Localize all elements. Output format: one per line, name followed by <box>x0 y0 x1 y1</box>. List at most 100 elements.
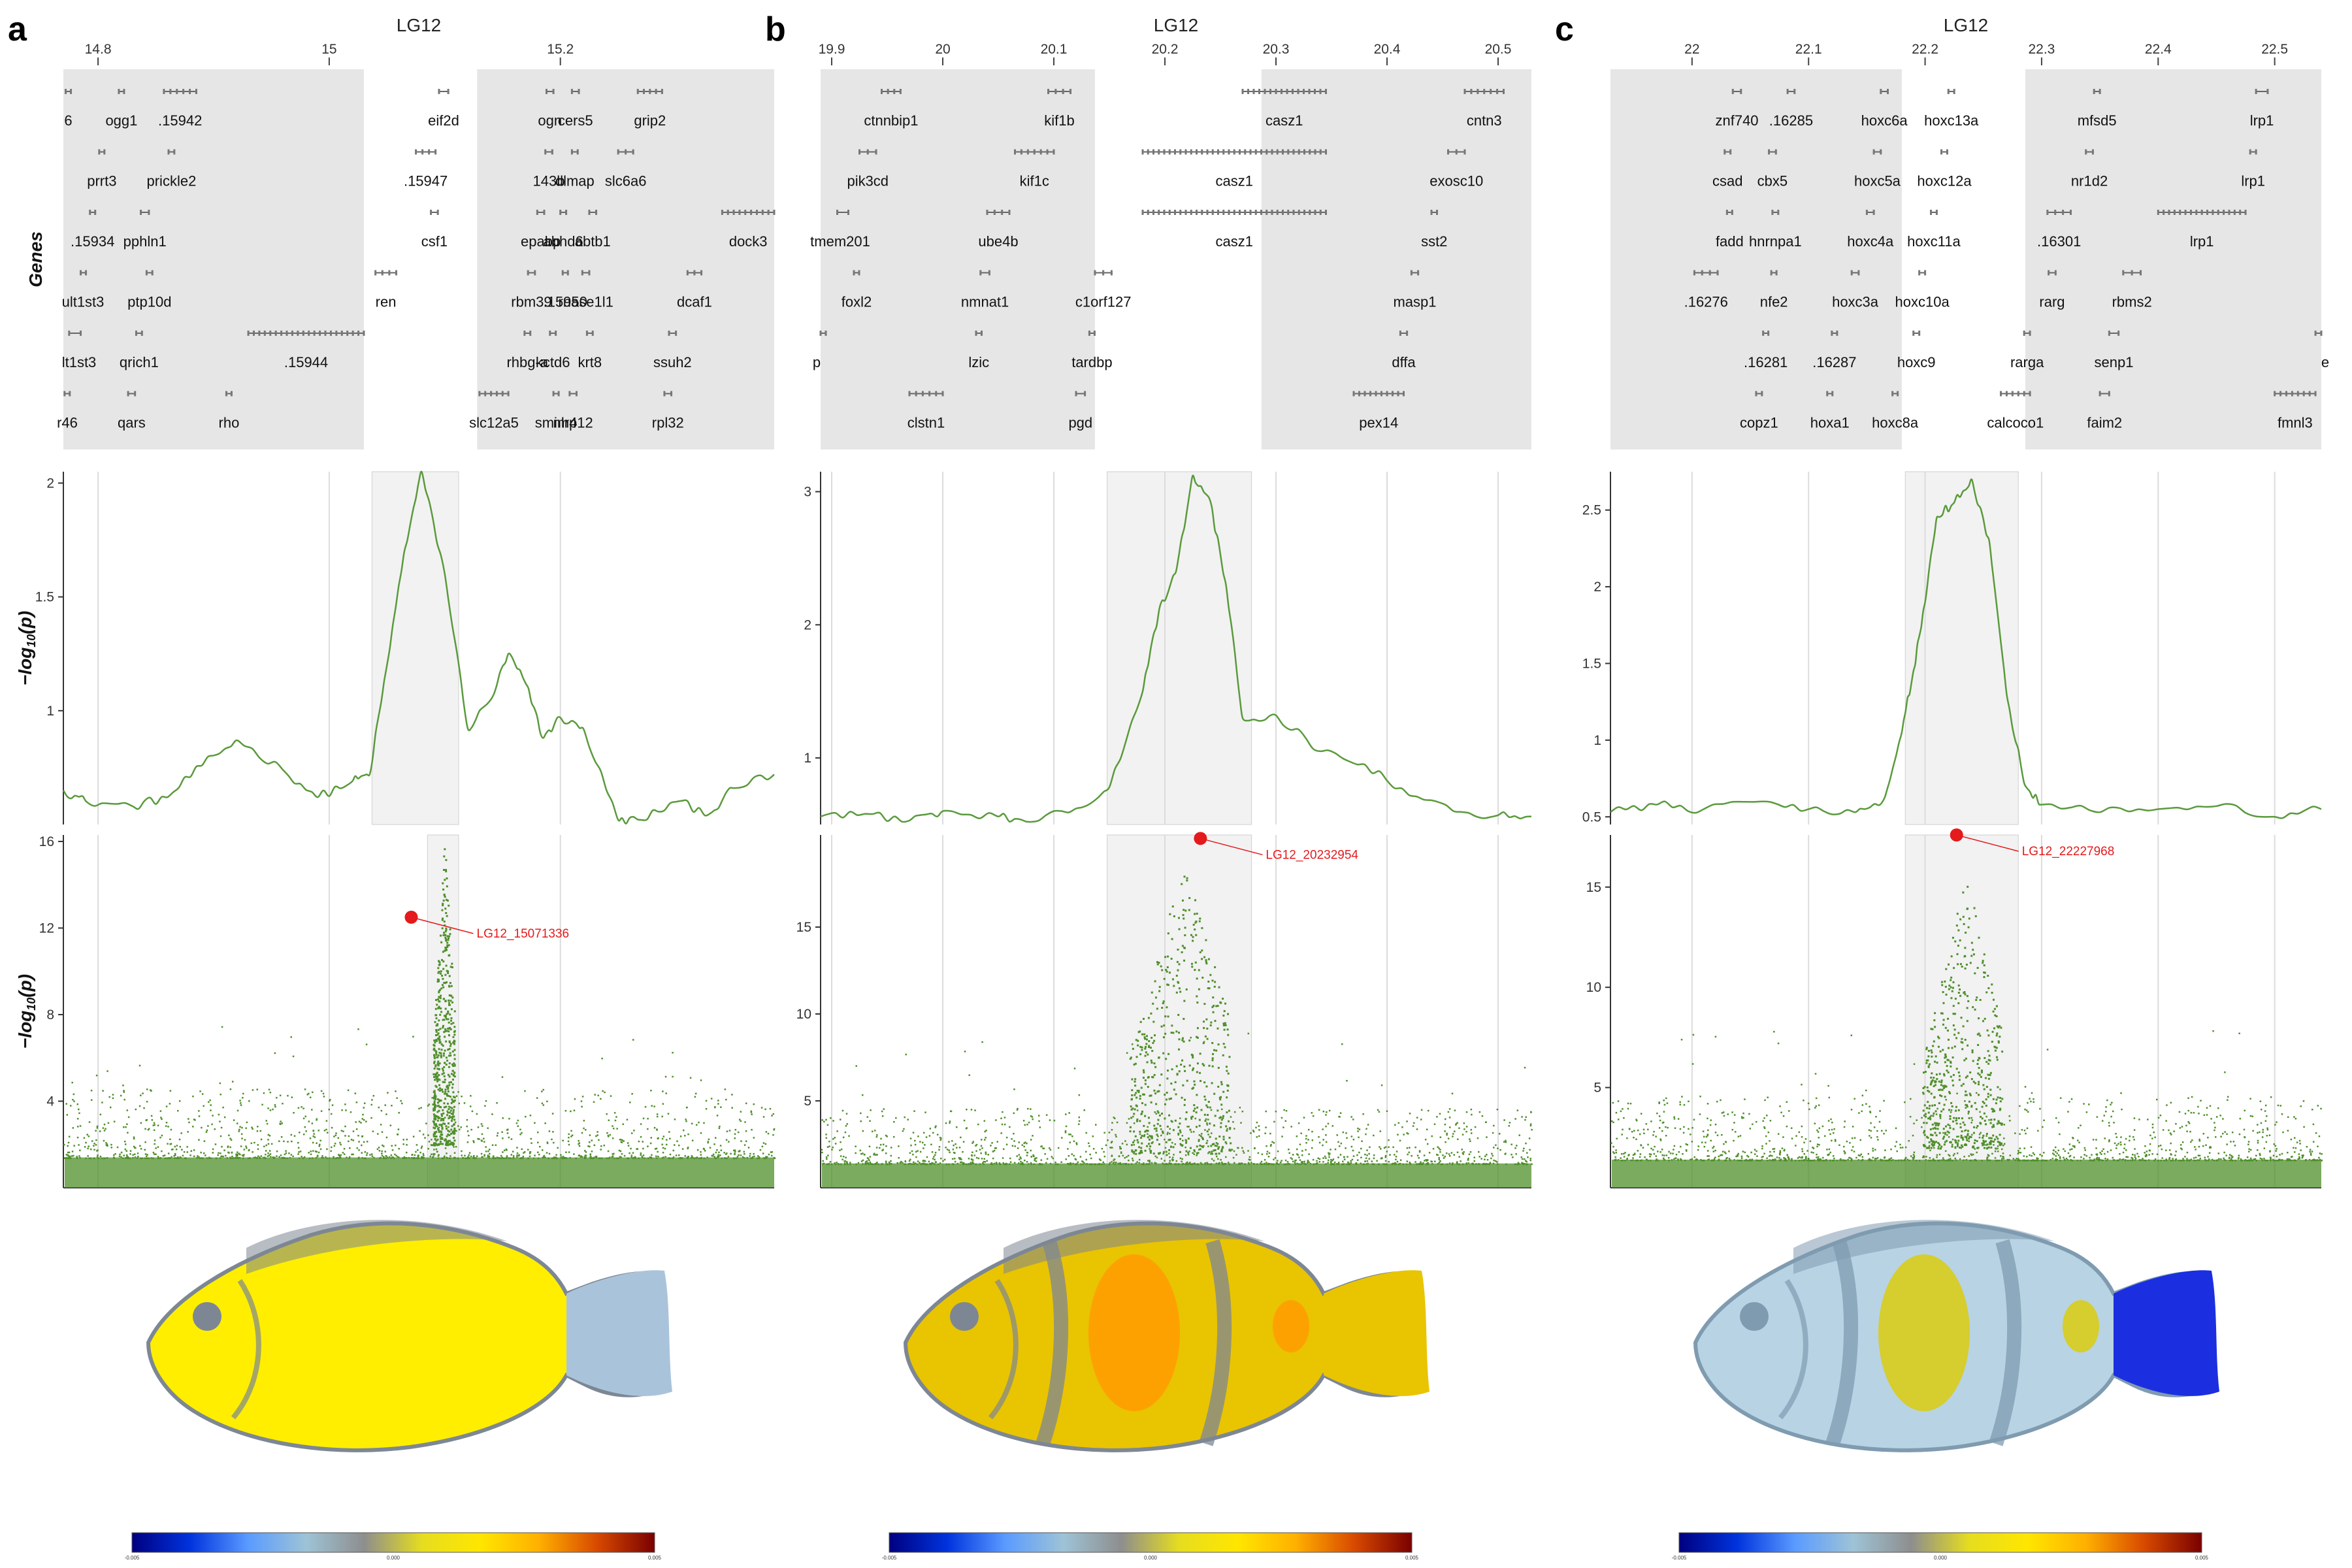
snp-point <box>1379 1148 1382 1150</box>
snp-point <box>1207 1134 1209 1135</box>
snp-point <box>928 1160 930 1163</box>
snp-point <box>310 1153 312 1156</box>
snp-point <box>439 1028 442 1030</box>
snp-point <box>434 1064 437 1067</box>
snp-point <box>417 1157 420 1160</box>
snp-point <box>1365 1163 1368 1166</box>
snp-point <box>1206 1130 1209 1133</box>
snp-point <box>1209 1122 1211 1125</box>
snp-point <box>1325 1157 1327 1160</box>
snp-point <box>1357 1130 1359 1132</box>
snp-point <box>1166 983 1169 986</box>
snp-point <box>996 1141 998 1143</box>
snp-point <box>2154 1158 2157 1160</box>
snp-point <box>141 1157 143 1160</box>
snp-point <box>1614 1156 1616 1158</box>
snp-point <box>537 1157 540 1160</box>
snp-point <box>157 1146 159 1148</box>
snp-point <box>488 1149 491 1151</box>
snp-point <box>451 1107 453 1109</box>
snp-point <box>1069 1141 1071 1143</box>
snp-point <box>1493 1124 1495 1127</box>
snp-point <box>1801 1148 1803 1151</box>
snp-point <box>1273 1120 1275 1123</box>
snp-point <box>1346 1079 1348 1082</box>
snp-point <box>223 1149 225 1151</box>
gene-label: hoxc5a <box>1854 173 1901 189</box>
snp-point <box>443 1015 446 1017</box>
gene-exon <box>1233 210 1235 215</box>
snp-point <box>120 1094 122 1097</box>
snp-point <box>2017 1150 2019 1152</box>
snp-point <box>738 1119 741 1121</box>
snp-point <box>1382 1163 1384 1165</box>
snp-point <box>920 1163 923 1165</box>
snp-point <box>333 1135 335 1137</box>
snp-point <box>1181 883 1183 885</box>
gene-exon <box>70 89 73 94</box>
y-tick-label: 4 <box>46 1094 54 1109</box>
snp-point <box>220 1093 221 1096</box>
snp-point <box>447 1130 449 1132</box>
snp-point <box>1868 1129 1870 1131</box>
snp-point <box>218 1113 220 1116</box>
snp-point <box>322 1092 325 1095</box>
gene-exon <box>1430 210 1433 215</box>
snp-point <box>1158 962 1160 964</box>
snp-point <box>2252 1130 2254 1132</box>
snp-point <box>1194 899 1197 902</box>
snp-point <box>437 1088 440 1091</box>
snp-point <box>1475 1163 1477 1165</box>
snp-point <box>1218 986 1220 988</box>
gene-exon <box>1158 149 1160 155</box>
gene-exon <box>140 210 142 215</box>
snp-point <box>1621 1152 1623 1155</box>
y-tick-label: 3 <box>804 485 811 500</box>
snp-point <box>451 1143 454 1146</box>
snp-point <box>603 1144 606 1147</box>
snp-point <box>442 868 445 871</box>
snp-point <box>1011 1145 1014 1147</box>
snp-point <box>1997 1145 1999 1147</box>
snp-point <box>662 1090 664 1092</box>
snp-point <box>446 1018 448 1021</box>
snp-point <box>437 1032 440 1035</box>
snp-point <box>88 1135 90 1137</box>
snp-point <box>1201 1063 1204 1066</box>
snp-point <box>2240 1159 2242 1162</box>
snp-point <box>1172 1032 1175 1034</box>
gene-exon <box>302 331 304 336</box>
snp-point <box>436 1056 438 1058</box>
snp-point <box>640 1154 642 1156</box>
snp-point <box>432 1156 434 1159</box>
gene-exon <box>89 210 91 215</box>
snp-point <box>1509 1122 1511 1124</box>
gene-exon <box>1158 210 1160 215</box>
snp-density-band <box>1612 1160 2321 1188</box>
snp-point <box>470 1095 472 1097</box>
snp-point <box>1296 1162 1298 1165</box>
gene-exon <box>80 331 82 336</box>
snp-point <box>2001 1148 2003 1151</box>
snp-point <box>437 998 440 1001</box>
snp-point <box>1200 1109 1203 1111</box>
snp-point <box>276 1150 278 1152</box>
snp-point <box>1078 1120 1081 1122</box>
snp-point <box>1196 1071 1198 1073</box>
snp-point <box>1447 1137 1450 1139</box>
snp-point <box>1146 1145 1149 1147</box>
snp-point <box>1444 1155 1446 1158</box>
snp-point <box>708 1138 710 1141</box>
snp-point <box>1081 1160 1083 1162</box>
snp-point <box>1139 1120 1141 1122</box>
snp-point <box>737 1131 740 1134</box>
snp-point <box>419 1130 421 1132</box>
snp-point <box>2017 1152 2019 1155</box>
snp-point <box>1622 1159 1624 1162</box>
snp-point <box>438 1100 440 1103</box>
snp-point <box>112 1094 114 1096</box>
snp-point <box>1684 1160 1686 1162</box>
gene-exon <box>1375 391 1377 397</box>
snp-point <box>149 1089 152 1091</box>
snp-point <box>1070 1163 1072 1166</box>
